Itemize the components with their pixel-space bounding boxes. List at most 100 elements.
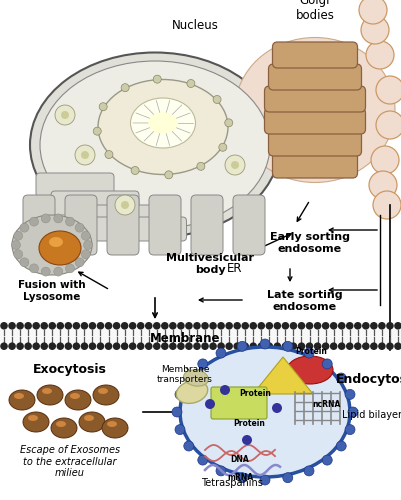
Circle shape (297, 342, 304, 350)
Circle shape (131, 166, 139, 174)
Ellipse shape (93, 385, 119, 405)
Circle shape (20, 258, 29, 267)
Ellipse shape (37, 385, 63, 405)
Circle shape (321, 342, 328, 350)
Ellipse shape (286, 356, 332, 384)
Circle shape (361, 322, 369, 330)
Circle shape (303, 466, 313, 476)
Ellipse shape (148, 112, 178, 134)
FancyBboxPatch shape (83, 217, 186, 241)
Circle shape (49, 342, 56, 350)
Circle shape (29, 217, 38, 226)
Circle shape (365, 41, 393, 69)
Ellipse shape (79, 412, 105, 432)
Circle shape (186, 80, 194, 88)
Text: Golgi
bodies: Golgi bodies (295, 0, 334, 22)
Circle shape (217, 322, 224, 330)
Circle shape (219, 385, 229, 395)
Ellipse shape (180, 347, 349, 477)
Ellipse shape (130, 98, 195, 148)
Ellipse shape (51, 418, 77, 438)
Circle shape (55, 105, 75, 125)
FancyBboxPatch shape (233, 195, 264, 255)
Circle shape (65, 264, 74, 273)
Text: Tetraspanins: Tetraspanins (200, 478, 262, 488)
FancyBboxPatch shape (268, 64, 360, 90)
Circle shape (337, 322, 344, 330)
Circle shape (137, 342, 144, 350)
Circle shape (322, 455, 331, 465)
FancyBboxPatch shape (264, 108, 365, 134)
Circle shape (305, 322, 312, 330)
Circle shape (16, 342, 24, 350)
FancyBboxPatch shape (23, 195, 55, 255)
Circle shape (54, 267, 63, 276)
Circle shape (61, 111, 69, 119)
Polygon shape (252, 357, 312, 394)
Text: Fusion with
Lysosome: Fusion with Lysosome (18, 280, 85, 301)
Circle shape (370, 146, 398, 174)
Circle shape (81, 322, 88, 330)
Circle shape (65, 322, 72, 330)
Circle shape (183, 441, 193, 451)
Circle shape (161, 342, 168, 350)
Circle shape (282, 342, 292, 351)
Circle shape (201, 322, 208, 330)
Circle shape (322, 359, 331, 369)
Circle shape (8, 322, 16, 330)
Text: Membrane
transporters: Membrane transporters (157, 365, 213, 384)
Text: Early sorting
endosome: Early sorting endosome (269, 232, 349, 254)
Circle shape (97, 342, 104, 350)
Circle shape (344, 424, 354, 434)
Circle shape (89, 342, 96, 350)
Circle shape (14, 232, 22, 240)
FancyBboxPatch shape (272, 152, 356, 178)
Circle shape (75, 145, 95, 165)
Circle shape (0, 322, 8, 330)
Ellipse shape (30, 52, 279, 238)
Circle shape (393, 342, 401, 350)
Text: Membrane: Membrane (150, 332, 220, 345)
Circle shape (265, 342, 272, 350)
Circle shape (257, 322, 264, 330)
Circle shape (54, 214, 63, 223)
Circle shape (20, 223, 29, 232)
Circle shape (164, 171, 172, 179)
Ellipse shape (98, 80, 227, 174)
Circle shape (337, 342, 344, 350)
Circle shape (177, 342, 184, 350)
Circle shape (161, 322, 168, 330)
Circle shape (259, 475, 269, 485)
Circle shape (73, 322, 80, 330)
Circle shape (32, 342, 40, 350)
Circle shape (281, 342, 288, 350)
Circle shape (65, 342, 72, 350)
Circle shape (65, 217, 74, 226)
Circle shape (121, 342, 128, 350)
Circle shape (377, 342, 385, 350)
Circle shape (121, 84, 129, 92)
Circle shape (137, 322, 144, 330)
FancyBboxPatch shape (66, 205, 164, 229)
Circle shape (83, 240, 92, 250)
Ellipse shape (70, 393, 80, 399)
Ellipse shape (28, 415, 38, 421)
Circle shape (12, 240, 20, 250)
Circle shape (185, 342, 192, 350)
FancyBboxPatch shape (51, 191, 139, 215)
Circle shape (169, 342, 176, 350)
Circle shape (193, 342, 200, 350)
Circle shape (282, 472, 292, 482)
FancyBboxPatch shape (149, 195, 180, 255)
FancyBboxPatch shape (36, 173, 114, 197)
Circle shape (233, 322, 240, 330)
Circle shape (215, 466, 225, 476)
Ellipse shape (9, 390, 35, 410)
FancyBboxPatch shape (268, 130, 360, 156)
Text: Nucleus: Nucleus (171, 19, 218, 32)
Text: Protein: Protein (239, 389, 270, 398)
Circle shape (129, 322, 136, 330)
Circle shape (169, 322, 176, 330)
Circle shape (129, 342, 136, 350)
Circle shape (205, 399, 215, 409)
